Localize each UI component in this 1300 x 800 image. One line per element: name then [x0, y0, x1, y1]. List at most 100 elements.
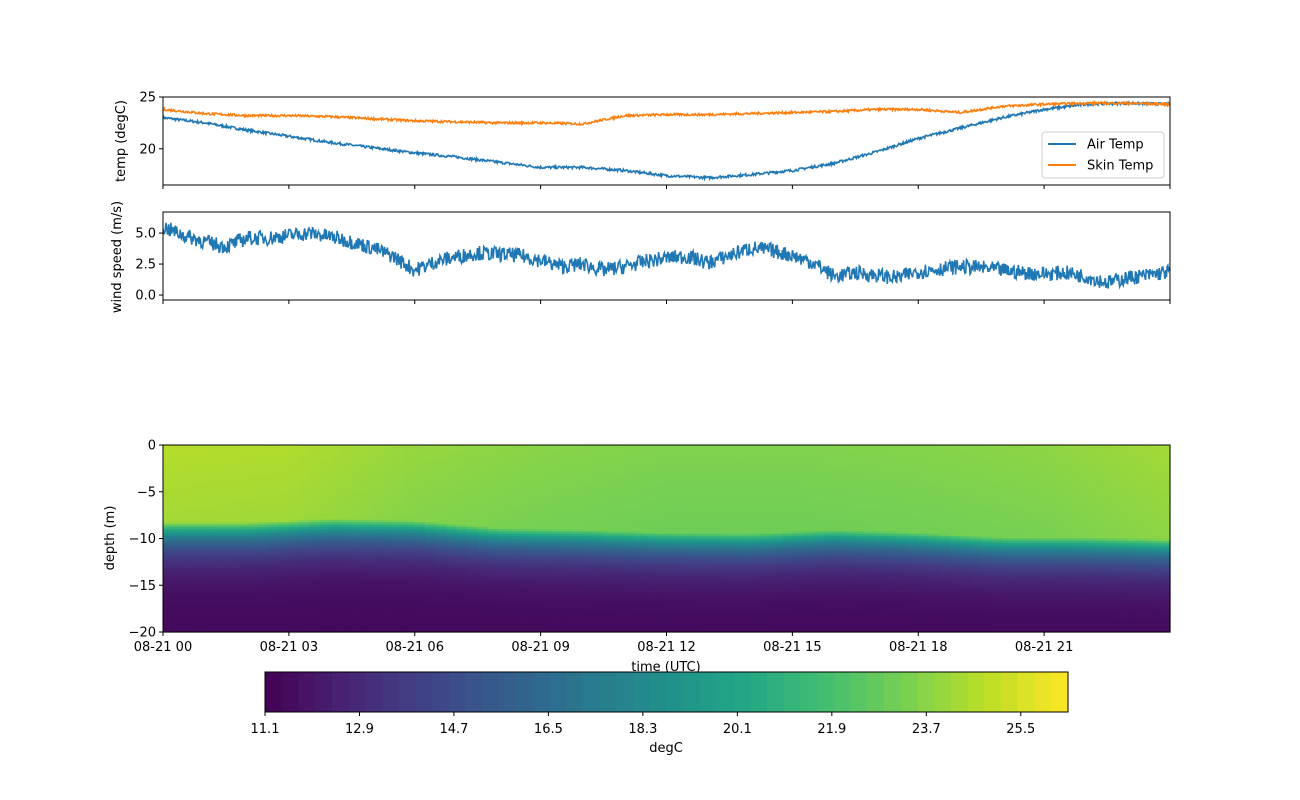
heatmap-cell — [425, 449, 437, 453]
heatmap-cell — [697, 575, 710, 579]
heatmap-cell — [771, 496, 783, 500]
heatmap-cell — [739, 580, 752, 584]
heatmap-cell — [456, 531, 468, 535]
heatmap-cell — [593, 603, 605, 607]
heatmap-cell — [246, 552, 259, 556]
heatmap-cell — [624, 538, 636, 542]
heatmap-cell — [435, 533, 447, 537]
heatmap-cell — [498, 578, 510, 582]
heatmap-cell — [163, 449, 175, 453]
heatmap-cell — [739, 508, 752, 512]
heatmap-cell — [498, 533, 510, 537]
heatmap-cell — [593, 519, 605, 523]
heatmap-cell — [414, 557, 426, 561]
heatmap-cell — [551, 470, 563, 474]
heatmap-cell — [288, 461, 300, 465]
heatmap-cell — [246, 519, 259, 523]
heatmap-cell — [572, 463, 584, 467]
heatmap-cell — [204, 531, 217, 535]
heatmap-cell — [656, 524, 668, 528]
heatmap-cell — [624, 452, 636, 455]
heatmap-cell — [697, 613, 710, 617]
heatmap-cell — [383, 543, 395, 547]
heatmap-cell — [603, 496, 615, 500]
heatmap-cell — [183, 599, 196, 603]
heatmap-cell — [383, 524, 395, 528]
heatmap-cell — [425, 596, 437, 600]
heatmap-cell — [288, 447, 300, 451]
heatmap-cell — [183, 561, 196, 565]
heatmap-cell — [509, 536, 521, 540]
heatmap-cell — [288, 517, 300, 521]
heatmap-cell — [414, 627, 426, 631]
heatmap-cell — [425, 522, 437, 526]
heatmap-cell — [708, 452, 720, 455]
heatmap-cell — [771, 589, 783, 593]
heatmap-cell — [624, 517, 636, 521]
heatmap-cell — [519, 601, 531, 605]
heatmap-cell — [572, 491, 584, 495]
heatmap-cell — [246, 582, 259, 586]
heatmap-cell — [614, 573, 626, 577]
heatmap-cell — [582, 603, 594, 607]
heatmap-cell — [246, 627, 259, 631]
heatmap-cell — [792, 503, 804, 507]
heatmap-cell — [383, 557, 395, 561]
heatmap-cell — [204, 503, 217, 507]
heatmap-cell — [656, 526, 668, 530]
heatmap-cell — [267, 505, 279, 509]
heatmap-cell — [645, 449, 657, 453]
heatmap-cell — [676, 568, 689, 572]
heatmap-cell — [467, 463, 479, 467]
heatmap-cell — [750, 508, 762, 512]
heatmap-cell — [446, 522, 458, 526]
heatmap-cell — [718, 585, 731, 589]
heatmap-cell — [330, 538, 342, 542]
heatmap-cell — [666, 578, 678, 582]
heatmap-cell — [498, 531, 510, 535]
heatmap-cell — [760, 529, 772, 533]
heatmap-cell — [792, 517, 804, 521]
heatmap-cell — [697, 482, 710, 486]
heatmap-cell — [687, 489, 699, 493]
heatmap-cell — [666, 461, 678, 465]
heatmap-cell — [383, 564, 395, 568]
heatmap-cell — [572, 477, 584, 481]
heatmap-cell — [173, 503, 185, 507]
heatmap-cell — [781, 463, 793, 467]
heatmap-cell — [372, 466, 384, 469]
heatmap-cell — [519, 510, 531, 514]
heatmap-cell — [697, 459, 710, 462]
heatmap-cell — [718, 615, 731, 619]
heatmap-cell — [194, 552, 206, 556]
heatmap-cell — [687, 592, 699, 596]
heatmap-cell — [645, 468, 657, 472]
heatmap-cell — [540, 512, 552, 516]
heatmap-cell — [509, 531, 521, 535]
heatmap-cell — [225, 533, 238, 537]
heatmap-cell — [351, 540, 363, 544]
heatmap-cell — [635, 622, 647, 626]
heatmap-cell — [509, 620, 521, 624]
heatmap-cell — [372, 578, 384, 582]
heatmap-cell — [404, 515, 416, 519]
heatmap-cell — [676, 529, 689, 533]
heatmap-cell — [593, 601, 605, 605]
heatmap-cell — [614, 536, 626, 540]
heatmap-cell — [582, 466, 594, 469]
heatmap-cell — [246, 482, 259, 486]
series-line-wind-speed — [162, 222, 1171, 290]
heatmap-cell — [435, 540, 447, 544]
heatmap-cell — [729, 608, 741, 612]
heatmap-cell — [718, 571, 731, 575]
heatmap-cell — [173, 554, 185, 558]
heatmap-cell — [288, 540, 300, 544]
heatmap-cell — [383, 531, 395, 535]
heatmap-cell — [760, 468, 772, 472]
heatmap-cell — [183, 508, 196, 512]
heatmap-cell — [204, 445, 217, 448]
heatmap-cell — [771, 454, 783, 458]
heatmap-cell — [341, 552, 353, 556]
heatmap-cell — [425, 482, 437, 486]
heatmap-cell — [330, 529, 342, 533]
